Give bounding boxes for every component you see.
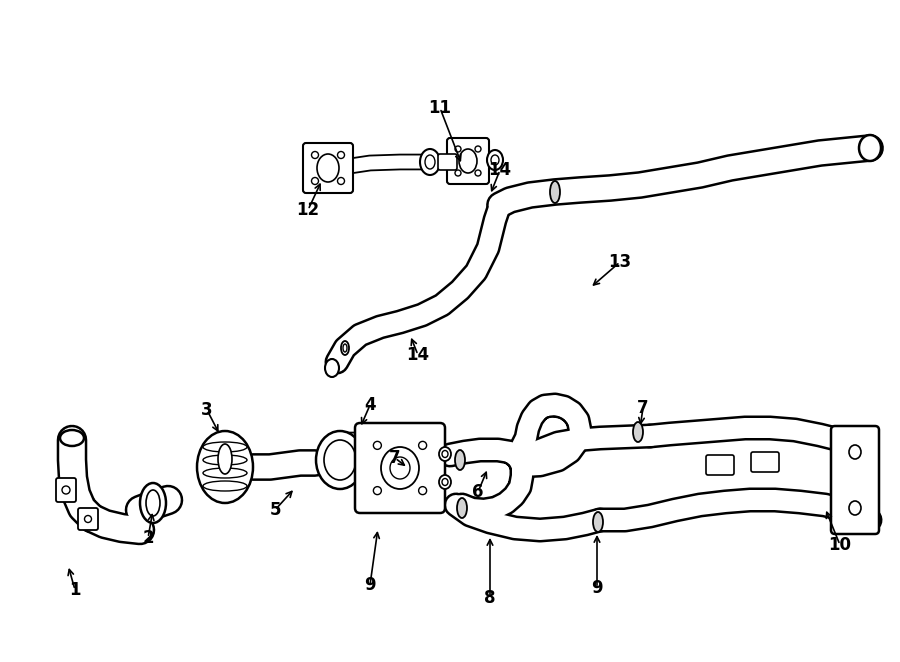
FancyBboxPatch shape — [751, 452, 779, 472]
FancyBboxPatch shape — [438, 154, 457, 170]
Text: 4: 4 — [364, 396, 376, 414]
Text: 12: 12 — [296, 201, 320, 219]
Ellipse shape — [849, 445, 861, 459]
Ellipse shape — [343, 344, 347, 352]
Ellipse shape — [550, 181, 560, 203]
Text: 9: 9 — [364, 576, 376, 594]
Ellipse shape — [60, 430, 84, 446]
Ellipse shape — [203, 468, 247, 478]
Text: 2: 2 — [142, 529, 154, 547]
Text: 6: 6 — [472, 483, 484, 501]
Ellipse shape — [593, 512, 603, 532]
Ellipse shape — [341, 341, 349, 355]
Ellipse shape — [324, 440, 356, 480]
FancyBboxPatch shape — [303, 143, 353, 193]
Ellipse shape — [197, 431, 253, 503]
Text: 8: 8 — [484, 589, 496, 607]
FancyBboxPatch shape — [447, 138, 489, 184]
Ellipse shape — [491, 155, 499, 165]
Ellipse shape — [203, 455, 247, 465]
Ellipse shape — [849, 501, 861, 515]
Text: 3: 3 — [202, 401, 212, 419]
Ellipse shape — [442, 451, 448, 457]
FancyBboxPatch shape — [706, 455, 734, 475]
Text: 10: 10 — [829, 536, 851, 554]
Ellipse shape — [457, 498, 467, 518]
Text: 7: 7 — [389, 449, 400, 467]
Ellipse shape — [381, 447, 419, 489]
Ellipse shape — [325, 359, 339, 377]
Ellipse shape — [425, 155, 435, 169]
Text: 7: 7 — [637, 399, 649, 417]
Ellipse shape — [439, 475, 451, 489]
Text: 13: 13 — [608, 253, 632, 271]
Ellipse shape — [633, 422, 643, 442]
Ellipse shape — [455, 450, 465, 470]
Ellipse shape — [203, 442, 247, 452]
Ellipse shape — [420, 149, 440, 175]
FancyBboxPatch shape — [831, 426, 879, 534]
Ellipse shape — [487, 150, 503, 170]
Text: 1: 1 — [69, 581, 81, 599]
Ellipse shape — [203, 481, 247, 491]
Ellipse shape — [316, 431, 364, 489]
Ellipse shape — [390, 457, 410, 479]
Text: 14: 14 — [407, 346, 429, 364]
Text: 14: 14 — [489, 161, 511, 179]
FancyBboxPatch shape — [355, 423, 445, 513]
Ellipse shape — [218, 444, 232, 474]
Text: 5: 5 — [269, 501, 281, 519]
FancyBboxPatch shape — [78, 508, 98, 530]
Ellipse shape — [442, 479, 448, 485]
Ellipse shape — [146, 490, 160, 516]
Text: 11: 11 — [428, 99, 452, 117]
Ellipse shape — [140, 483, 166, 523]
Ellipse shape — [439, 447, 451, 461]
Text: 9: 9 — [591, 579, 603, 597]
FancyBboxPatch shape — [56, 478, 76, 502]
Ellipse shape — [859, 135, 881, 161]
